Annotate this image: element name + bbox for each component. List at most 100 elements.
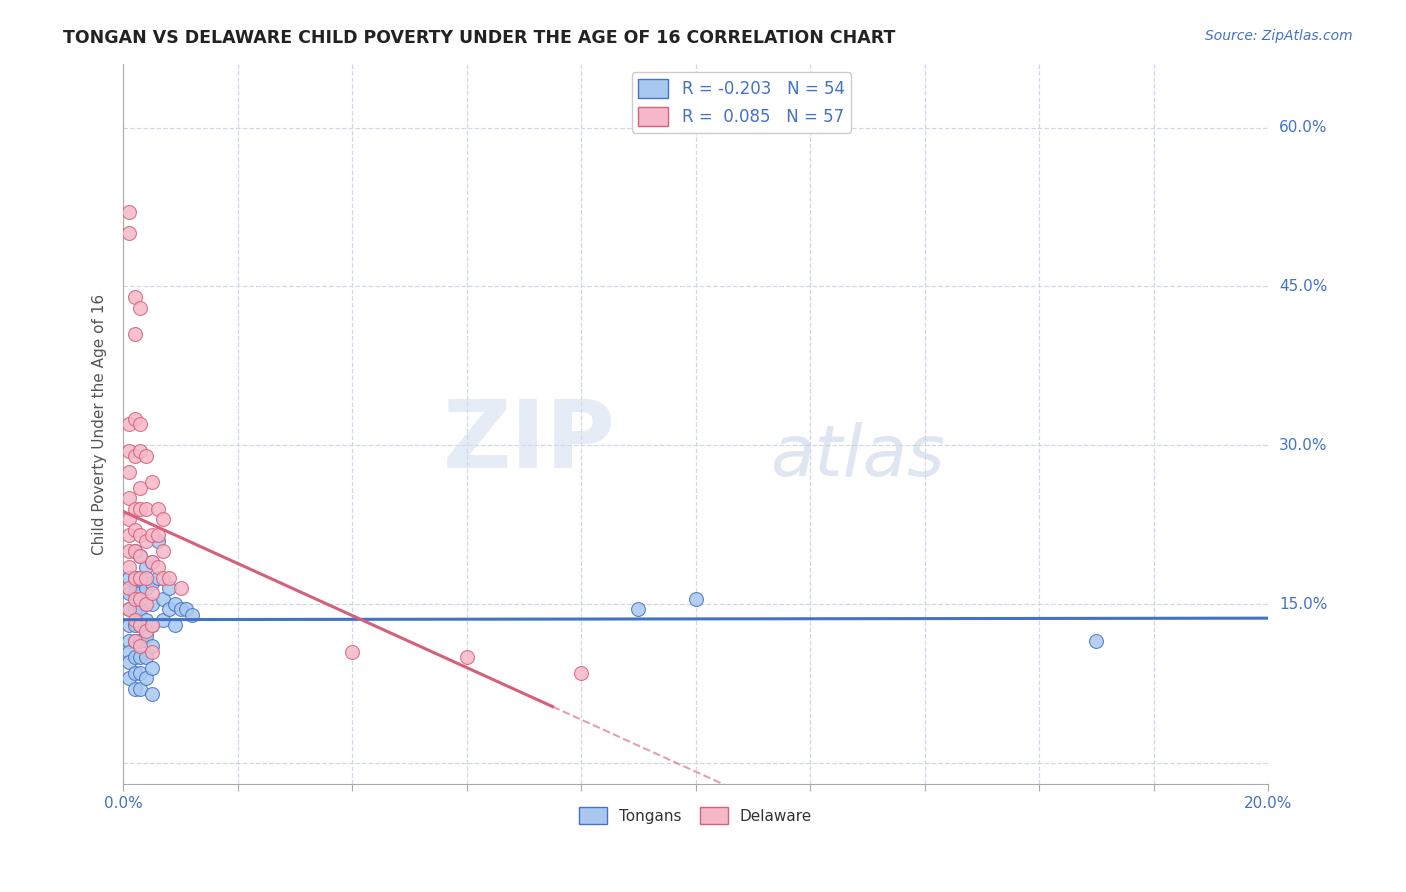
Point [129,591,152,606]
Point [157,571,180,585]
Point [163,597,186,611]
Point [135,501,157,516]
Point [129,640,152,654]
Point [135,449,157,463]
Point [685,591,707,606]
Point [124,411,146,425]
Point [129,586,152,600]
Point [135,629,157,643]
Point [118,465,141,479]
Point [118,512,141,526]
Text: ZIP: ZIP [443,396,616,488]
Point [163,618,186,632]
Point [141,528,163,542]
Point [118,645,141,659]
Point [135,560,157,574]
Point [124,449,146,463]
Point [118,586,141,600]
Point [124,571,146,585]
Point [118,655,141,669]
Point [124,544,146,558]
Point [118,491,141,505]
Point [1085,634,1108,648]
Point [169,581,191,595]
Text: 15.0%: 15.0% [1279,597,1327,612]
Point [135,533,157,548]
Point [129,501,152,516]
Point [124,618,146,632]
Point [129,665,152,680]
Point [135,597,157,611]
Point [129,634,152,648]
Point [124,591,146,606]
Point [141,640,163,654]
Point [129,650,152,665]
Text: 30.0%: 30.0% [1279,438,1327,453]
Legend: Tongans, Delaware: Tongans, Delaware [574,800,818,830]
Point [342,645,364,659]
Point [141,660,163,674]
Point [141,645,163,659]
Point [118,634,141,648]
Point [118,671,141,685]
Point [146,560,169,574]
Point [124,665,146,680]
Text: atlas: atlas [770,422,945,491]
Point [129,417,152,431]
Point [135,671,157,685]
Point [135,624,157,638]
Point [129,618,152,632]
Point [124,571,146,585]
Point [152,544,174,558]
Point [169,602,191,616]
Point [129,681,152,696]
Point [124,634,146,648]
Text: TONGAN VS DELAWARE CHILD POVERTY UNDER THE AGE OF 16 CORRELATION CHART: TONGAN VS DELAWARE CHILD POVERTY UNDER T… [63,29,896,46]
Point [181,607,204,622]
Point [152,613,174,627]
Point [129,528,152,542]
Point [135,581,157,595]
Point [129,571,152,585]
Point [135,613,157,627]
Point [141,555,163,569]
Point [146,533,169,548]
Point [124,501,146,516]
Point [124,613,146,627]
Point [118,205,141,219]
Point [124,523,146,537]
Point [141,618,163,632]
Point [146,571,169,585]
Point [118,560,141,574]
Point [141,687,163,701]
Point [141,618,163,632]
Point [124,290,146,304]
Text: Source: ZipAtlas.com: Source: ZipAtlas.com [1205,29,1353,43]
Point [118,528,141,542]
Point [174,602,197,616]
Point [157,581,180,595]
Point [129,549,152,564]
Point [124,650,146,665]
Point [146,528,169,542]
Point [141,597,163,611]
Point [152,591,174,606]
Point [141,475,163,490]
Point [124,327,146,342]
Point [456,650,478,665]
Point [129,443,152,458]
Point [141,586,163,600]
Point [118,618,141,632]
Point [146,501,169,516]
Point [118,417,141,431]
Point [157,602,180,616]
Point [124,681,146,696]
Y-axis label: Child Poverty Under the Age of 16: Child Poverty Under the Age of 16 [93,293,107,555]
Point [118,602,141,616]
Point [141,555,163,569]
Point [118,443,141,458]
Point [124,634,146,648]
Text: 45.0%: 45.0% [1279,279,1327,294]
Point [152,571,174,585]
Point [118,227,141,241]
